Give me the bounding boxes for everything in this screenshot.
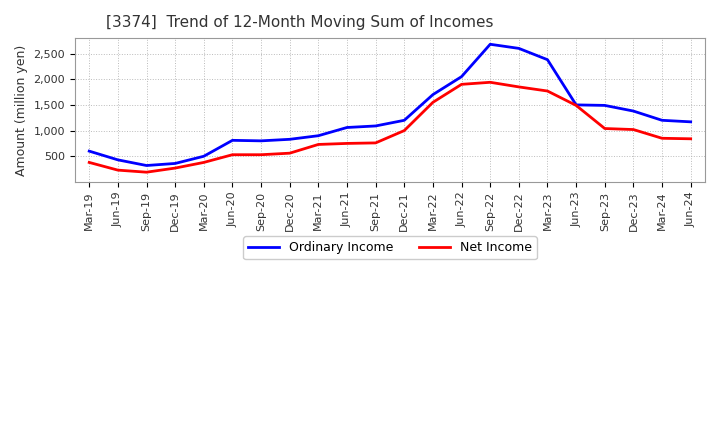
Net Income	[142, 169, 150, 175]
Ordinary Income	[285, 137, 294, 142]
Legend: Ordinary Income, Net Income: Ordinary Income, Net Income	[243, 236, 537, 259]
Ordinary Income	[314, 133, 323, 138]
Text: [3374]  Trend of 12-Month Moving Sum of Incomes: [3374] Trend of 12-Month Moving Sum of I…	[107, 15, 494, 30]
Line: Ordinary Income: Ordinary Income	[89, 44, 690, 165]
Net Income	[199, 160, 208, 165]
Net Income	[457, 82, 466, 87]
Net Income	[372, 140, 380, 146]
Ordinary Income	[600, 103, 609, 108]
Ordinary Income	[114, 157, 122, 162]
Net Income	[572, 103, 580, 108]
Net Income	[428, 100, 437, 105]
Net Income	[600, 126, 609, 131]
Net Income	[657, 136, 666, 141]
Net Income	[228, 152, 237, 158]
Y-axis label: Amount (million yen): Amount (million yen)	[15, 44, 28, 176]
Ordinary Income	[85, 148, 94, 154]
Ordinary Income	[199, 154, 208, 159]
Ordinary Income	[228, 138, 237, 143]
Net Income	[257, 152, 266, 158]
Ordinary Income	[572, 102, 580, 107]
Ordinary Income	[142, 163, 150, 168]
Net Income	[686, 136, 695, 141]
Ordinary Income	[657, 117, 666, 123]
Net Income	[343, 141, 351, 146]
Ordinary Income	[629, 108, 638, 114]
Ordinary Income	[543, 57, 552, 62]
Ordinary Income	[343, 125, 351, 130]
Net Income	[543, 88, 552, 94]
Net Income	[314, 142, 323, 147]
Net Income	[400, 128, 408, 133]
Net Income	[285, 150, 294, 156]
Ordinary Income	[372, 123, 380, 128]
Ordinary Income	[171, 161, 179, 166]
Ordinary Income	[686, 119, 695, 125]
Net Income	[486, 80, 495, 85]
Line: Net Income: Net Income	[89, 82, 690, 172]
Ordinary Income	[515, 46, 523, 51]
Net Income	[171, 165, 179, 171]
Ordinary Income	[486, 42, 495, 47]
Ordinary Income	[457, 74, 466, 79]
Net Income	[85, 160, 94, 165]
Net Income	[629, 127, 638, 132]
Ordinary Income	[400, 117, 408, 123]
Net Income	[114, 168, 122, 173]
Net Income	[515, 84, 523, 90]
Ordinary Income	[257, 138, 266, 143]
Ordinary Income	[428, 92, 437, 97]
